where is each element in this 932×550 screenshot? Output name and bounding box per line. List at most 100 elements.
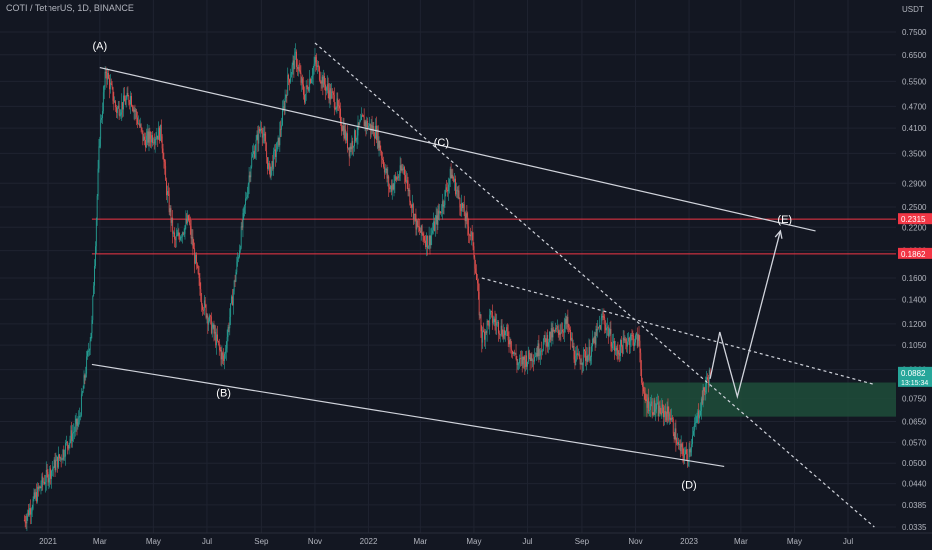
candle-body <box>174 239 176 241</box>
candle-body <box>492 322 494 323</box>
candle-body <box>439 211 441 214</box>
candle-body <box>196 254 197 264</box>
candle-body <box>119 114 121 116</box>
channel-trendline <box>91 363 725 468</box>
candle-body <box>382 158 383 160</box>
candle-body <box>124 101 126 105</box>
candle-body <box>493 318 495 323</box>
candle-body <box>43 481 45 483</box>
candle-body <box>250 166 252 178</box>
candle-body <box>369 123 371 131</box>
candle-body <box>163 159 165 162</box>
candle-body <box>327 84 329 91</box>
x-tick-label: Mar <box>93 537 107 546</box>
candle-body <box>527 350 529 362</box>
candle-body <box>316 62 318 68</box>
candle-body <box>592 338 593 347</box>
candle-body <box>509 339 511 345</box>
candle-body <box>586 355 588 362</box>
candle-body <box>521 357 523 365</box>
candle-body <box>321 76 323 84</box>
candle-body <box>93 285 95 297</box>
candle-body <box>318 66 320 80</box>
candle-body <box>622 337 624 354</box>
candle-body <box>683 454 685 459</box>
candle-body <box>503 330 505 339</box>
candle-body <box>529 357 531 362</box>
candle-body <box>142 130 144 141</box>
candle-body <box>197 266 199 274</box>
candle-body <box>635 333 637 336</box>
candle-body <box>118 105 120 116</box>
candle-body <box>588 346 590 356</box>
candle-body <box>33 492 35 500</box>
candle-body <box>391 184 393 192</box>
candle-body <box>200 289 202 301</box>
candle-body <box>138 123 139 125</box>
candle-body <box>279 128 281 146</box>
candle-body <box>188 220 190 224</box>
candle-body <box>70 430 72 440</box>
candle-body <box>243 207 245 214</box>
candle-body <box>512 350 513 355</box>
candle-body <box>51 470 52 479</box>
candle-body <box>338 105 340 107</box>
candle-body <box>678 444 680 445</box>
candle-body <box>212 324 214 328</box>
candle-body <box>351 141 353 150</box>
candle-body <box>671 417 673 419</box>
candle-body <box>91 320 93 334</box>
demand-zone <box>643 382 896 417</box>
candle-body <box>682 446 684 455</box>
candle-body <box>65 443 66 457</box>
candle-body <box>651 401 653 413</box>
candle-body <box>286 95 288 96</box>
candle-body <box>556 325 558 329</box>
x-tick-label: 2021 <box>39 537 57 546</box>
candle-body <box>395 176 397 178</box>
candle-body <box>476 272 477 281</box>
candle-body <box>50 468 52 479</box>
y-tick-label: 0.0335 <box>902 523 927 532</box>
candle-body <box>443 204 445 207</box>
candle-body <box>152 142 154 144</box>
candle-body <box>621 346 623 354</box>
candle-body <box>371 124 373 131</box>
candle-body <box>376 125 377 140</box>
candle-body <box>563 331 564 333</box>
candle-body <box>270 166 272 177</box>
candle-body <box>187 215 189 223</box>
candle-body <box>375 125 376 139</box>
candle-body <box>664 411 666 415</box>
candles <box>23 43 711 531</box>
y-tick-label: 0.2500 <box>902 203 927 212</box>
candle-body <box>53 459 55 468</box>
candle-body <box>314 57 316 64</box>
candle-body <box>226 337 228 349</box>
candle-body <box>668 413 670 420</box>
x-tick-label: Nov <box>628 537 642 546</box>
candle-body <box>684 453 686 459</box>
candle-body <box>583 349 585 363</box>
candle-body <box>428 235 430 247</box>
candle-body <box>296 51 297 67</box>
candle-body <box>466 213 468 218</box>
candle-body <box>434 220 436 231</box>
candle-body <box>676 443 678 445</box>
candle-body <box>364 121 366 127</box>
candle-body <box>150 138 152 143</box>
candle-body <box>181 236 182 238</box>
candle-body <box>618 353 620 355</box>
wave-label: (E) <box>777 214 792 226</box>
candle-body <box>81 392 83 395</box>
candle-body <box>82 388 84 393</box>
candle-body <box>127 92 129 97</box>
candle-body <box>536 352 538 357</box>
y-tick-label: 0.1600 <box>902 274 927 283</box>
candle-body <box>359 121 361 126</box>
candle-body <box>646 400 648 408</box>
candle-body <box>630 335 632 342</box>
candle-body <box>650 401 652 404</box>
candle-body <box>519 358 520 364</box>
